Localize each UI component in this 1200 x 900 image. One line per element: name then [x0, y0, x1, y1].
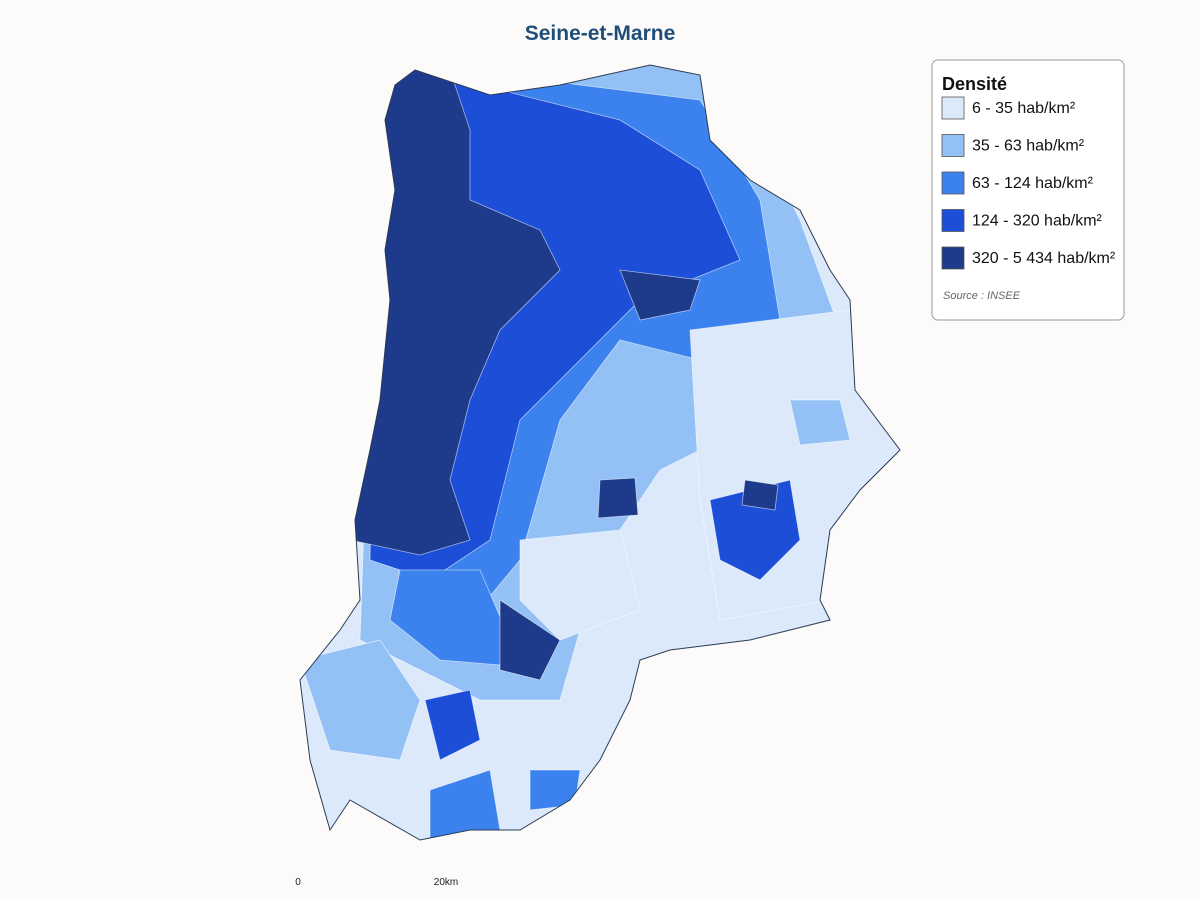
region-patch — [499, 599, 561, 681]
legend-swatch — [941, 134, 965, 157]
legend-title: Densité — [942, 74, 1007, 94]
legend-swatch — [941, 96, 965, 120]
region-patch — [529, 769, 581, 811]
region-patch — [789, 399, 851, 446]
department-map — [300, 65, 900, 840]
scale-end: 20km — [434, 877, 458, 888]
region-patch — [619, 269, 701, 321]
legend-source: Source : INSEE — [943, 290, 1021, 302]
region-patch — [689, 309, 900, 621]
region-patch — [709, 479, 801, 581]
legend-swatch — [941, 246, 965, 270]
region-patch — [597, 477, 639, 519]
department-outline — [299, 64, 901, 841]
legend: Densité Source : INSEE 6 - 35 hab/km² 35 … — [931, 59, 1125, 321]
legend-label: 6 - 35 hab/km² — [972, 100, 1076, 117]
legend-label: 35 - 63 hab/km² — [972, 138, 1085, 155]
region-patch — [300, 639, 421, 761]
legend-swatch — [941, 209, 965, 232]
region-patch — [741, 479, 779, 511]
legend-label: 63 - 124 hab/km² — [972, 175, 1094, 192]
map-title: Seine-et-Marne — [525, 22, 676, 45]
legend-box — [931, 59, 1125, 321]
legend-label: 320 - 5 434 hab/km² — [972, 250, 1116, 267]
legend-swatch — [941, 171, 965, 195]
region-patch — [424, 689, 481, 761]
legend-label: 124 - 320 hab/km² — [972, 213, 1103, 230]
scale-start: 0 — [295, 877, 301, 888]
region-patch — [519, 529, 641, 641]
